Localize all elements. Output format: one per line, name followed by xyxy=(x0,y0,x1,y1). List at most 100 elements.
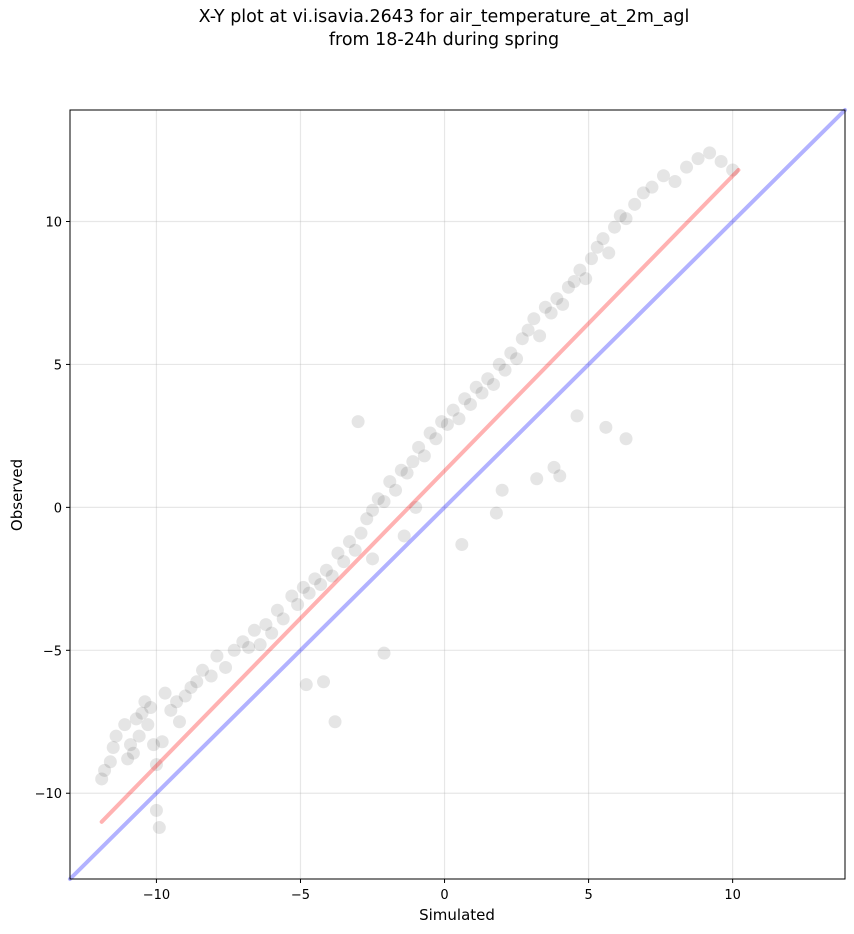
data-point xyxy=(129,712,143,726)
data-point xyxy=(351,415,365,429)
data-point xyxy=(317,675,331,689)
data-point xyxy=(149,758,163,772)
y-tick-label: −10 xyxy=(35,787,62,802)
data-point xyxy=(109,729,123,743)
x-tick-label: 0 xyxy=(440,888,448,903)
data-point xyxy=(196,663,210,677)
fit-lines xyxy=(68,108,847,881)
data-point xyxy=(319,563,333,577)
y-tick-label: 10 xyxy=(45,215,62,230)
data-point xyxy=(144,700,158,714)
data-point xyxy=(219,660,233,674)
data-point xyxy=(118,718,132,732)
data-point xyxy=(152,821,166,835)
data-point xyxy=(475,386,489,400)
data-point xyxy=(377,495,391,509)
data-point xyxy=(567,275,581,289)
data-point xyxy=(726,163,740,177)
data-point xyxy=(95,772,109,786)
data-point xyxy=(371,492,385,506)
regression-line xyxy=(99,168,741,824)
y-tick-label: 5 xyxy=(54,358,62,373)
data-point xyxy=(527,312,541,326)
data-point xyxy=(619,212,633,226)
data-point xyxy=(498,363,512,377)
data-point xyxy=(190,675,204,689)
data-point xyxy=(504,346,518,360)
data-point xyxy=(515,332,529,346)
data-point xyxy=(446,403,460,417)
chart-title-line-1: X-Y plot at vi.isavia.2643 for air_tempe… xyxy=(198,7,690,27)
data-point xyxy=(103,755,117,769)
data-point xyxy=(121,752,135,766)
data-point xyxy=(547,460,561,474)
data-point xyxy=(645,180,659,194)
y-axis-label: Observed xyxy=(8,459,26,531)
data-point xyxy=(366,503,380,517)
data-point xyxy=(308,572,322,586)
data-point xyxy=(276,612,290,626)
data-point xyxy=(360,512,374,526)
data-point xyxy=(394,463,408,477)
data-point xyxy=(492,357,506,371)
data-point xyxy=(106,740,120,754)
data-point xyxy=(608,220,622,234)
data-point xyxy=(135,706,149,720)
chart-title-line-2: from 18-24h during spring xyxy=(328,30,560,50)
data-point xyxy=(599,420,613,434)
data-point xyxy=(377,646,391,660)
data-point xyxy=(579,272,593,286)
data-point xyxy=(397,529,411,543)
chart-title: X-Y plot at vi.isavia.2643 for air_tempe… xyxy=(0,6,854,52)
data-points xyxy=(95,146,740,835)
data-point xyxy=(584,252,598,266)
data-point xyxy=(325,569,339,583)
data-point xyxy=(170,695,184,709)
data-point xyxy=(495,483,509,497)
data-point xyxy=(596,232,610,246)
data-point xyxy=(556,297,570,311)
grid xyxy=(70,110,845,879)
data-point xyxy=(714,154,728,168)
data-point xyxy=(285,589,299,603)
data-point xyxy=(236,635,250,649)
data-point xyxy=(691,152,705,166)
data-point xyxy=(533,329,547,343)
data-point xyxy=(435,415,449,429)
data-point xyxy=(417,449,431,463)
data-point xyxy=(337,555,351,569)
data-point xyxy=(636,186,650,200)
data-point xyxy=(314,578,328,592)
data-point xyxy=(487,377,501,391)
x-tick-label: 10 xyxy=(724,888,741,903)
data-point xyxy=(489,506,503,520)
data-point xyxy=(550,292,564,306)
data-point xyxy=(406,455,420,469)
data-point xyxy=(138,695,152,709)
data-point xyxy=(253,638,267,652)
data-point xyxy=(412,440,426,454)
data-point xyxy=(259,618,273,632)
data-point xyxy=(481,372,495,386)
data-point xyxy=(553,469,567,483)
data-point xyxy=(291,598,305,612)
data-point xyxy=(158,686,172,700)
data-point xyxy=(132,729,146,743)
data-point xyxy=(538,300,552,314)
data-point xyxy=(703,146,717,160)
data-point xyxy=(342,535,356,549)
data-point xyxy=(98,763,112,777)
data-point xyxy=(530,472,544,486)
data-point xyxy=(521,323,535,337)
data-point xyxy=(124,738,138,752)
data-point xyxy=(602,246,616,260)
data-point xyxy=(429,432,443,446)
data-point xyxy=(210,649,224,663)
plot-frame xyxy=(69,109,846,880)
data-point xyxy=(141,718,155,732)
data-point xyxy=(164,703,178,717)
data-point xyxy=(302,586,316,600)
data-point xyxy=(366,552,380,566)
data-point xyxy=(227,643,241,657)
